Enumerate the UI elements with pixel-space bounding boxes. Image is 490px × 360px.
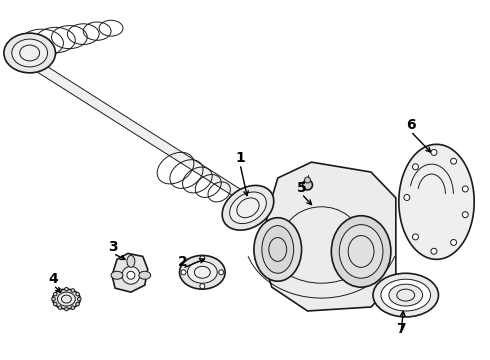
Ellipse shape [188,261,217,283]
Text: 5: 5 [296,181,306,195]
Circle shape [53,292,57,296]
Circle shape [122,266,140,284]
Circle shape [76,302,79,306]
Ellipse shape [222,185,274,230]
Circle shape [71,306,74,310]
Polygon shape [255,228,285,269]
Ellipse shape [254,218,301,281]
Ellipse shape [262,226,294,273]
Circle shape [58,306,62,310]
Ellipse shape [52,289,80,309]
Ellipse shape [111,271,123,279]
Polygon shape [12,49,262,210]
Circle shape [53,302,57,306]
Ellipse shape [339,225,383,278]
Ellipse shape [4,33,55,73]
Polygon shape [262,162,396,311]
Circle shape [71,289,74,292]
Text: 4: 4 [49,272,58,286]
Circle shape [413,234,418,240]
Circle shape [451,158,457,164]
Ellipse shape [57,292,75,306]
Circle shape [65,287,68,291]
Ellipse shape [230,192,267,224]
Text: 6: 6 [406,118,416,132]
Circle shape [200,256,205,261]
Ellipse shape [179,255,225,289]
Ellipse shape [139,271,151,279]
Ellipse shape [127,255,135,267]
Circle shape [58,289,62,292]
Text: 7: 7 [396,322,406,336]
Ellipse shape [389,284,422,306]
Polygon shape [112,253,148,292]
Ellipse shape [331,216,391,287]
Circle shape [181,270,186,275]
Circle shape [127,271,135,279]
Ellipse shape [381,279,431,311]
Circle shape [65,307,68,311]
Ellipse shape [373,273,439,317]
Ellipse shape [302,180,313,190]
Ellipse shape [12,39,48,67]
Polygon shape [399,144,474,260]
Circle shape [413,164,418,170]
Circle shape [52,297,55,301]
Circle shape [404,194,410,201]
Text: 3: 3 [108,240,118,255]
Circle shape [200,284,205,289]
Text: 1: 1 [235,151,245,165]
Circle shape [431,248,437,254]
Circle shape [451,239,457,246]
Circle shape [431,149,437,156]
Circle shape [77,297,81,301]
Text: 2: 2 [177,255,187,269]
Circle shape [76,292,79,296]
Circle shape [462,212,468,218]
Ellipse shape [305,177,311,183]
Circle shape [219,270,223,275]
Circle shape [462,186,468,192]
